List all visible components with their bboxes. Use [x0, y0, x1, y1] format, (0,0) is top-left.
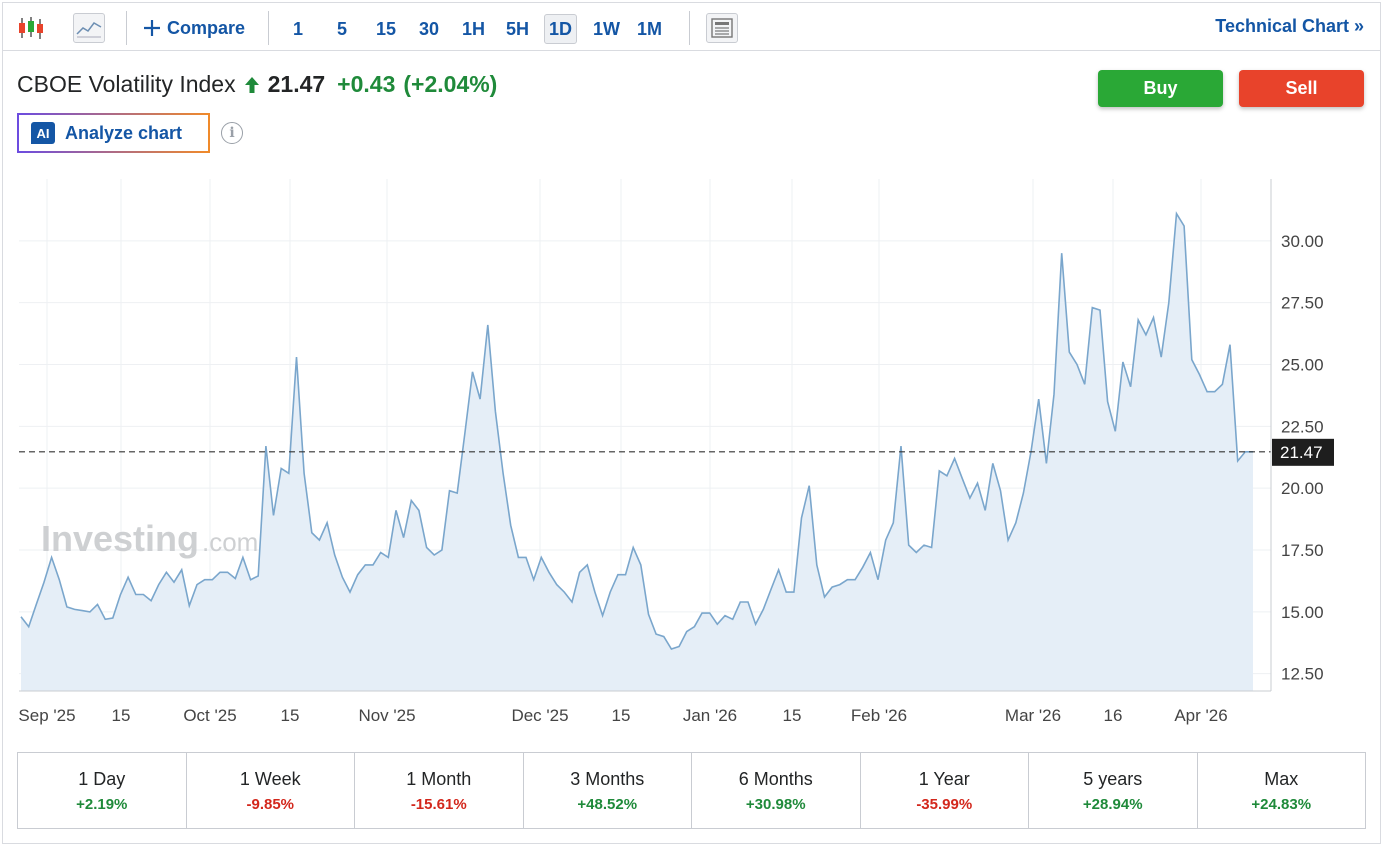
toolbar-divider [689, 11, 690, 45]
perf-1-year[interactable]: 1 Year -35.99% [861, 753, 1029, 828]
perf-label: 1 Day [78, 768, 126, 789]
perf-3-months[interactable]: 3 Months +48.52% [524, 753, 692, 828]
interval-30[interactable]: 30 [418, 18, 440, 39]
perf-value: -35.99% [916, 795, 973, 813]
perf-value: +28.94% [1082, 795, 1143, 813]
perf-1-day[interactable]: 1 Day +2.19% [18, 753, 187, 828]
interval-15[interactable]: 15 [375, 18, 397, 39]
last-price-tag [1272, 438, 1334, 466]
perf-value: +24.83% [1251, 795, 1312, 813]
perf-6-months[interactable]: 6 Months +30.98% [692, 753, 861, 828]
perf-label: 6 Months [738, 768, 813, 789]
arrow-up-icon [244, 76, 259, 93]
technical-chart-link[interactable]: Technical Chart » [1215, 16, 1364, 36]
news-layout-icon[interactable] [706, 13, 738, 43]
x-tick-label: Nov '25 [358, 706, 415, 725]
interval-5h[interactable]: 5H [506, 18, 530, 39]
perf-1-week[interactable]: 1 Week -9.85% [187, 753, 355, 828]
interval-5[interactable]: 5 [336, 18, 347, 39]
interval-1h[interactable]: 1H [462, 18, 486, 39]
last-price: 21.47 [267, 71, 326, 97]
interval-1[interactable]: 1 [292, 18, 303, 39]
ai-badge-icon: AI [31, 122, 55, 144]
performance-strip: 1 Day +2.19% 1 Week -9.85% 1 Month -15.6… [17, 752, 1366, 829]
perf-label: 1 Year [918, 768, 970, 789]
x-tick-label: Jan '26 [683, 706, 737, 725]
perf-value: +48.52% [577, 795, 638, 813]
perf-label: 3 Months [570, 768, 645, 789]
perf-label: 1 Week [239, 768, 301, 789]
compare-label: Compare [167, 17, 246, 38]
toolbar-divider [268, 11, 269, 45]
perf-value: -15.61% [410, 795, 467, 813]
price-line [20, 211, 1253, 650]
y-tick-label: 17.50 [1281, 541, 1324, 560]
instrument-headline: CBOE Volatility Index 21.47 +0.43 (+2.04… [17, 71, 497, 98]
y-tick-label: 25.00 [1281, 356, 1324, 375]
perf-label: 5 years [1083, 768, 1143, 789]
sell-button[interactable]: Sell [1239, 70, 1364, 107]
y-tick-label: 15.00 [1281, 603, 1324, 622]
x-tick-label: 15 [112, 706, 131, 725]
analyze-chart-button[interactable]: AI Analyze chart [17, 113, 210, 153]
perf-label: Max [1264, 768, 1299, 789]
x-tick-label: Oct '25 [183, 706, 236, 725]
buy-button[interactable]: Buy [1098, 70, 1223, 107]
x-tick-label: Apr '26 [1174, 706, 1227, 725]
compare-button[interactable]: Compare [143, 15, 245, 41]
perf-value: -9.85% [246, 795, 295, 813]
x-tick-label: 15 [783, 706, 802, 725]
watermark-suffix: .com [202, 527, 258, 557]
x-tick-label: Mar '26 [1005, 706, 1061, 725]
price-area-fill [21, 213, 1253, 691]
price-chart[interactable]: Investing .com 21.47 Sep '25 15 Oct '25 15 N… [3, 173, 1378, 743]
y-tick-label: 30.00 [1281, 232, 1324, 251]
price-change: +0.43 [337, 71, 396, 97]
perf-5-years[interactable]: 5 years +28.94% [1029, 753, 1198, 828]
perf-max[interactable]: Max +24.83% [1198, 753, 1366, 828]
area-chart-icon[interactable] [73, 13, 105, 43]
perf-value: +2.19% [76, 795, 128, 813]
last-price-tag-label: 21.47 [1280, 443, 1323, 462]
interval-1w[interactable]: 1W [593, 18, 620, 39]
candlestick-chart-icon[interactable] [15, 13, 47, 43]
x-tick-label: 16 [1104, 706, 1123, 725]
y-tick-label: 22.50 [1281, 417, 1324, 436]
x-tick-label: 15 [281, 706, 300, 725]
info-icon[interactable]: i [221, 122, 243, 144]
perf-value: +30.98% [745, 795, 806, 813]
chart-toolbar: Compare 1 5 15 30 1H 5H 1D 1W 1M Technic… [3, 3, 1380, 51]
perf-1-month[interactable]: 1 Month -15.61% [355, 753, 524, 828]
plus-icon [144, 20, 160, 36]
y-tick-label: 20.00 [1281, 479, 1324, 498]
interval-1d[interactable]: 1D [544, 14, 578, 44]
analyze-chart-label: Analyze chart [65, 122, 183, 143]
y-tick-label: 12.50 [1281, 665, 1324, 684]
x-tick-label: 15 [612, 706, 631, 725]
toolbar-divider [126, 11, 127, 45]
x-tick-label: Dec '25 [511, 706, 568, 725]
instrument-name: CBOE Volatility Index [17, 71, 236, 97]
x-tick-label: Sep '25 [18, 706, 75, 725]
watermark-brand: Investing [41, 518, 199, 559]
chart-axes: Sep '25 15 Oct '25 15 Nov '25 Dec '25 15 Jan '2… [18, 179, 1324, 725]
price-change-percent: (+2.04%) [403, 71, 498, 97]
interval-1m[interactable]: 1M [637, 18, 663, 39]
x-tick-label: Feb '26 [851, 706, 907, 725]
perf-label: 1 Month [406, 768, 472, 789]
y-tick-label: 27.50 [1281, 294, 1324, 313]
